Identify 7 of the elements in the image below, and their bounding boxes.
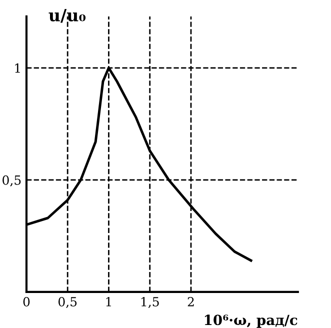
x-tick-label: 0 [23,297,30,306]
x-tick-label: 1 [106,297,111,306]
x-axis-title: 10⁶·ω, рад/с [204,314,298,328]
x-tick-label: 2 [188,297,194,306]
x-tick-label: 0,5 [58,297,77,308]
y-axis-title: u/u₀ [48,9,86,23]
x-tick-label: 1,5 [141,297,159,308]
